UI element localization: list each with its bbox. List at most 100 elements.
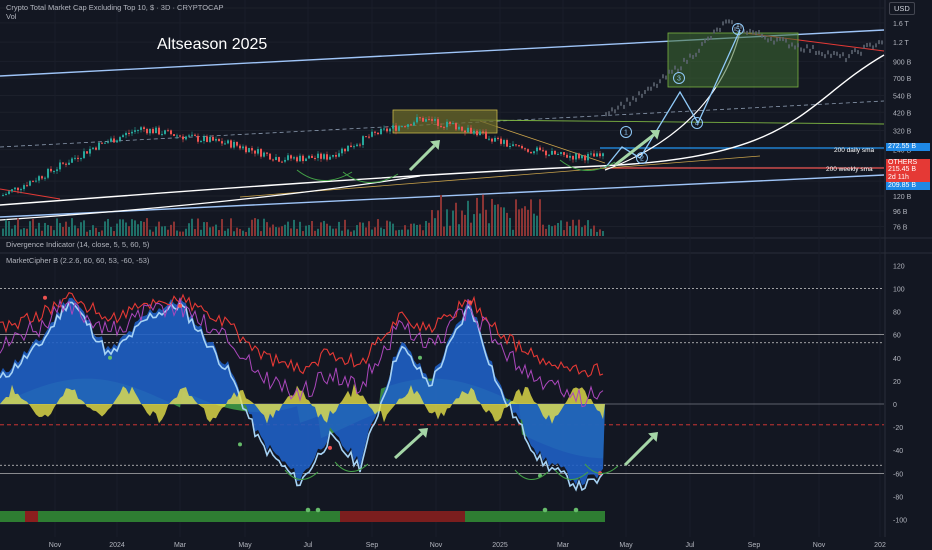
volume-bar [257, 219, 259, 236]
volume-bar [149, 229, 151, 236]
signal-dot [43, 295, 47, 300]
chart-title: Crypto Total Market Cap Excluding Top 10… [6, 3, 224, 12]
volume-bar [422, 230, 424, 236]
candle [428, 119, 430, 121]
divergence-indicator-label[interactable]: Divergence Indicator (14, close, 5, 5, 6… [6, 240, 150, 249]
candle [170, 130, 172, 135]
marketcipher-label[interactable]: MarketCipher B (2.2.6, 60, 60, 53, -60, … [6, 256, 150, 265]
projection-candle [812, 44, 814, 49]
volume-bar [2, 228, 4, 236]
volume-bar [20, 229, 22, 236]
projection-candle [632, 96, 634, 101]
price-axis-tick: 700 B [893, 76, 912, 83]
trend-strip-segment [318, 511, 340, 522]
candle [365, 136, 367, 138]
volume-bar [59, 223, 61, 236]
candle [509, 146, 511, 148]
volume-bar [200, 229, 202, 236]
volume-bar [413, 223, 415, 236]
projection-candle [653, 82, 655, 87]
candle [593, 153, 595, 157]
volume-bar [503, 207, 505, 236]
candle [290, 155, 292, 159]
up-arrow [408, 140, 440, 172]
osc-axis-tick: 100 [893, 287, 905, 294]
candle [95, 147, 97, 150]
projection-candle [770, 36, 772, 41]
candle [575, 153, 577, 160]
volume-bar [203, 222, 205, 236]
candle [521, 146, 523, 149]
candle [524, 148, 526, 150]
candle [557, 153, 559, 155]
volume-bar [506, 212, 508, 236]
signal-dot [238, 442, 242, 447]
sma-200-daily-label: 200 daily sma [834, 147, 875, 154]
countdown-badge: 2d 11h [886, 174, 930, 182]
candle [302, 155, 304, 162]
candle [374, 131, 376, 133]
candle [503, 140, 505, 144]
projection-candle [764, 35, 766, 40]
volume-bar [347, 229, 349, 236]
candle [437, 119, 439, 126]
candle [14, 187, 16, 190]
osc-bottom-arc [334, 461, 369, 472]
white-curve [0, 54, 885, 206]
candle [407, 124, 409, 127]
volume-bar [287, 221, 289, 236]
volume-bar [146, 218, 148, 236]
volume-bar [443, 226, 445, 236]
projection-candle [698, 48, 700, 53]
volume-bar [581, 227, 583, 236]
candle [458, 126, 460, 130]
volume-bar [272, 224, 274, 236]
projection-candle [839, 54, 841, 59]
candle [362, 136, 364, 146]
projection-candle [611, 107, 613, 112]
candle [383, 128, 385, 130]
projection-candle [731, 20, 733, 25]
volume-bar [128, 226, 130, 236]
volume-bar [473, 214, 475, 236]
up-arrow-shaft [408, 144, 436, 172]
candle [251, 148, 253, 151]
volume-bar [476, 197, 478, 236]
time-axis-tick: Jul [686, 542, 695, 549]
osc-up-arrow [623, 432, 658, 467]
projection-candle [752, 30, 754, 35]
projection-candle [668, 69, 670, 74]
candle [461, 126, 463, 131]
price-axis-tick: 76 B [893, 225, 908, 232]
volume-bar [464, 214, 466, 236]
projection-candle [707, 36, 709, 41]
projection-candle [791, 42, 793, 47]
volume-bar [260, 231, 262, 236]
candle [98, 142, 100, 150]
candle [554, 150, 556, 155]
candle [53, 171, 55, 173]
projection-candle [866, 43, 868, 48]
candle [122, 135, 124, 138]
white-curve-3 [0, 175, 421, 221]
volume-bar [434, 218, 436, 236]
volume-bar [482, 194, 484, 236]
candle [188, 135, 190, 137]
candle [47, 168, 49, 178]
volume-bar [458, 224, 460, 236]
candle [167, 130, 169, 132]
osc-axis-tick: -60 [893, 471, 903, 478]
projection-candle [878, 40, 880, 45]
candle [452, 123, 454, 125]
projection-candle [680, 66, 682, 71]
projection-candle [842, 52, 844, 57]
price-badge-top: 272.55 B [886, 143, 930, 151]
candle [272, 159, 274, 161]
projection-candle [767, 38, 769, 43]
candle [470, 127, 472, 134]
candle [332, 155, 334, 157]
currency-button[interactable]: USD [889, 2, 915, 15]
candle [506, 140, 508, 147]
red-trend-line [0, 188, 61, 200]
price-axis-tick: 320 B [893, 128, 912, 135]
